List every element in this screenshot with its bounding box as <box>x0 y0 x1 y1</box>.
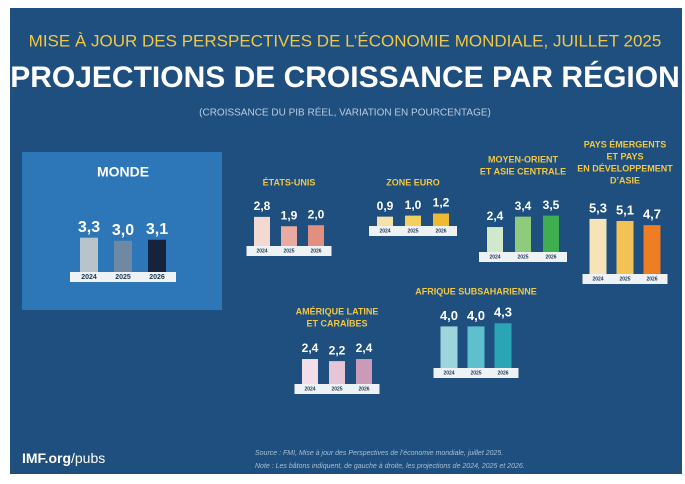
chart-title: ET PAYS <box>606 151 643 161</box>
kicker: MISE À JOUR DES PERSPECTIVES DE L’ÉCONOM… <box>29 31 662 50</box>
value-label: 2,4 <box>302 341 319 355</box>
year-label: 2024 <box>443 370 454 376</box>
bar <box>543 215 559 252</box>
chart-title: ÉTATS-UNIS <box>263 177 316 187</box>
value-label: 5,1 <box>616 202 634 217</box>
year-label: 2026 <box>435 228 446 234</box>
bar <box>433 213 449 226</box>
year-label: 2025 <box>283 248 294 254</box>
bar <box>589 218 607 274</box>
value-label: 4,0 <box>440 308 458 323</box>
value-label: 4,7 <box>643 207 661 222</box>
value-label: 3,0 <box>112 222 134 239</box>
value-label: 2,2 <box>329 343 346 357</box>
year-label: 2024 <box>81 274 97 281</box>
bar <box>329 361 345 384</box>
year-label: 2026 <box>358 386 369 392</box>
bar <box>281 226 297 246</box>
baseline-strip <box>70 272 176 282</box>
year-label: 2024 <box>489 254 500 260</box>
value-label: 1,0 <box>405 198 422 212</box>
bar <box>515 216 531 252</box>
brand-path: /pubs <box>71 450 105 466</box>
baseline-strip <box>433 368 519 378</box>
bar <box>308 225 324 246</box>
note: Note : Les bâtons indiquent, de gauche à… <box>255 463 525 470</box>
bar <box>487 227 503 252</box>
year-label: 2025 <box>407 228 418 234</box>
chart-title: PAYS ÉMERGENTS <box>584 139 667 149</box>
source: Source : FMI, Mise à jour des Perspectiv… <box>255 450 503 457</box>
year-label: 2024 <box>379 228 390 234</box>
year-label: 2025 <box>517 254 528 260</box>
value-label: 2,0 <box>308 207 325 221</box>
year-label: 2025 <box>619 276 630 282</box>
bar <box>616 220 634 274</box>
value-label: 2,4 <box>487 209 504 223</box>
year-label: 2025 <box>470 370 481 376</box>
chart-title: EN DÉVELOPPEMENT <box>577 163 673 173</box>
bar <box>356 359 372 384</box>
brand: IMF.org/pubs <box>22 450 105 466</box>
value-label: 3,4 <box>515 199 532 213</box>
year-label: 2024 <box>256 248 267 254</box>
bar <box>254 216 270 246</box>
world-panel <box>22 152 222 310</box>
baseline-strip <box>246 246 332 256</box>
baseline-strip <box>369 226 457 236</box>
chart-title: MOYEN-ORIENT <box>488 154 559 164</box>
bar <box>377 216 393 226</box>
bar <box>302 359 318 384</box>
subtitle: (CROISSANCE DU PIB RÉEL, VARIATION EN PO… <box>199 106 491 119</box>
brand-domain: IMF.org <box>22 450 71 466</box>
value-label: 4,0 <box>467 308 485 323</box>
value-label: 0,9 <box>377 199 394 213</box>
bar <box>405 215 421 226</box>
year-label: 2026 <box>149 274 165 281</box>
bar <box>643 225 661 274</box>
value-label: 2,4 <box>356 341 373 355</box>
chart-title: AMÉRIQUE LATINE <box>296 306 379 316</box>
year-label: 2026 <box>646 276 657 282</box>
year-label: 2025 <box>115 274 131 281</box>
year-label: 2026 <box>545 254 556 260</box>
value-label: 3,5 <box>543 198 560 212</box>
chart-title: ZONE EURO <box>386 177 440 187</box>
year-label: 2024 <box>592 276 603 282</box>
chart-title: D’ASIE <box>610 175 640 185</box>
chart-title: AFRIQUE SUBSAHARIENNE <box>415 286 537 296</box>
year-label: 2026 <box>497 370 508 376</box>
year-label: 2024 <box>304 386 315 392</box>
main-title: PROJECTIONS DE CROISSANCE PAR RÉGION <box>10 60 680 94</box>
year-label: 2026 <box>310 248 321 254</box>
value-label: 4,3 <box>494 305 512 320</box>
bar <box>80 237 98 272</box>
value-label: 5,3 <box>589 200 607 215</box>
chart-title: MONDE <box>97 164 149 180</box>
chart-title: ET ASIE CENTRALE <box>480 166 566 176</box>
baseline-strip <box>479 252 567 262</box>
baseline-strip <box>294 384 380 394</box>
bar <box>440 326 458 368</box>
value-label: 1,2 <box>433 196 450 210</box>
bar <box>494 323 512 368</box>
bar <box>467 326 485 368</box>
chart-title: ET CARAÏBES <box>306 318 367 328</box>
value-label: 2,8 <box>254 199 271 213</box>
value-label: 1,9 <box>281 208 298 222</box>
value-label: 3,3 <box>78 219 100 236</box>
bar <box>148 239 166 272</box>
value-label: 3,1 <box>146 221 168 238</box>
baseline-strip <box>582 274 668 284</box>
bar <box>114 240 132 272</box>
year-label: 2025 <box>331 386 342 392</box>
